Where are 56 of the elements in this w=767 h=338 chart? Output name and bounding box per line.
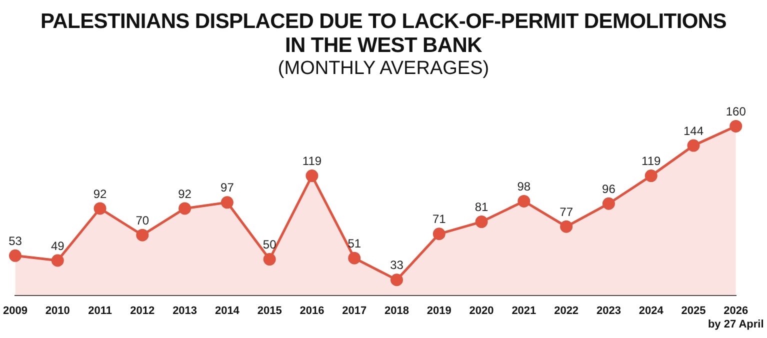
- data-label: 98: [517, 180, 531, 194]
- x-tick-label: 2009: [2, 305, 28, 318]
- x-tick-label: 2010: [45, 305, 70, 318]
- x-tick-label: 2016: [300, 305, 324, 318]
- x-tick-label: 2026 by 27 April: [708, 305, 764, 330]
- data-label: 92: [178, 186, 192, 201]
- data-label: 92: [93, 186, 108, 201]
- point: [348, 252, 361, 264]
- point: [8, 249, 22, 262]
- data-label: 71: [432, 212, 446, 226]
- data-label: 70: [136, 213, 150, 228]
- x-tick-label: 2018: [384, 305, 409, 318]
- data-label: 119: [302, 154, 322, 168]
- x-tick-label: 2023: [596, 305, 621, 318]
- point: [51, 254, 64, 267]
- x-tick-label: 2011: [88, 305, 112, 318]
- x-tick-label: 2025: [681, 305, 706, 318]
- data-label: 77: [560, 204, 574, 219]
- data-label: 160: [726, 104, 746, 119]
- data-label: 97: [220, 180, 234, 195]
- point: [263, 253, 276, 266]
- x-tick-label: 2015: [257, 305, 282, 318]
- data-label: 144: [683, 124, 704, 138]
- point: [518, 194, 530, 208]
- point: [390, 274, 404, 286]
- point: [306, 170, 318, 182]
- chart-subtitle: (MONTHLY AVERAGES): [276, 58, 490, 80]
- data-label: 96: [602, 182, 616, 196]
- data-label: 50: [262, 238, 277, 252]
- point: [644, 170, 658, 182]
- point: [730, 120, 742, 132]
- x-tick-label: 2019: [426, 305, 452, 318]
- point: [432, 228, 446, 240]
- data-label: 33: [390, 258, 404, 272]
- x-tick-label: 2020: [469, 305, 494, 318]
- data-label: 49: [50, 238, 65, 253]
- point: [220, 196, 234, 209]
- data-label: 53: [8, 234, 22, 248]
- x-tick-label: 2024: [638, 305, 664, 318]
- chart-title: PALESTINIANS DISPLACED DUE TO LACK-OF-PERMIT DEMOLITIONS IN THE WEST BANK: [40, 10, 728, 58]
- data-label: 119: [642, 154, 661, 168]
- point: [560, 220, 573, 233]
- x-tick-label: 2012: [130, 305, 155, 318]
- x-tick-label: 2013: [172, 305, 198, 318]
- point: [475, 216, 488, 228]
- x-tick-label: 2017: [342, 305, 367, 318]
- x-tick-label: 2014: [214, 305, 240, 318]
- point: [178, 202, 192, 215]
- data-label: 81: [474, 200, 489, 214]
- point: [94, 202, 106, 215]
- point: [602, 197, 615, 210]
- x-tick-label: 2021: [512, 305, 536, 318]
- point: [687, 139, 700, 152]
- point: [136, 228, 149, 242]
- x-tick-label: 2022: [554, 305, 579, 318]
- data-label: 51: [348, 236, 362, 250]
